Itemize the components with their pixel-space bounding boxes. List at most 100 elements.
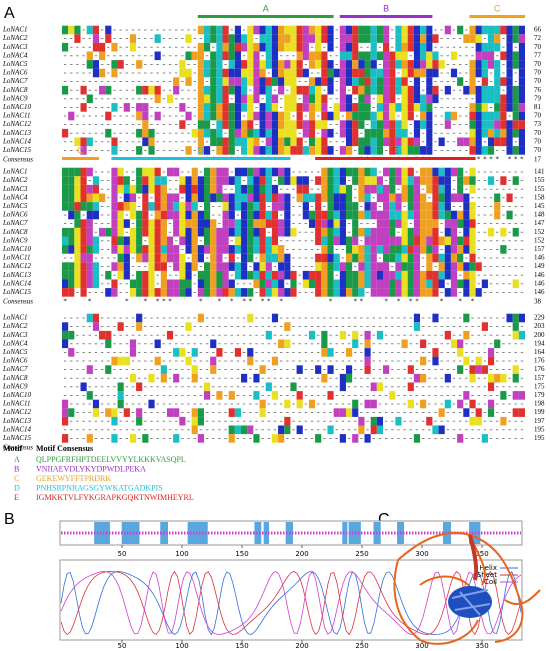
residue-gap: [175, 46, 178, 48]
residue: [271, 128, 279, 138]
residue: [487, 227, 495, 237]
residue-gap: [458, 89, 462, 91]
residue: [413, 184, 421, 194]
residue: [518, 42, 525, 52]
residue: [166, 236, 174, 246]
residue: [469, 77, 476, 86]
residue-gap: [144, 55, 147, 57]
residue-gap: [88, 386, 91, 388]
residue: [111, 202, 118, 211]
residue-gap: [255, 386, 258, 388]
residue: [296, 85, 303, 95]
residue: [475, 128, 482, 138]
residue: [154, 51, 161, 61]
residue: [401, 219, 408, 228]
residue-gap: [199, 206, 203, 207]
residue-gap: [372, 352, 375, 353]
residue-gap: [316, 326, 320, 327]
residue: [345, 202, 353, 211]
residue: [105, 330, 112, 340]
residue-gap: [150, 395, 153, 396]
motif-letter: A: [263, 3, 269, 13]
residue: [241, 425, 248, 435]
residue-gap: [440, 249, 443, 250]
residue-gap: [230, 334, 233, 336]
residue-gap: [100, 257, 104, 259]
residue-gap: [354, 395, 357, 396]
residue: [228, 288, 235, 297]
residue: [438, 270, 445, 280]
residue-gap: [70, 343, 73, 345]
residue-gap: [520, 214, 524, 216]
residue-gap: [446, 150, 450, 151]
residue-gap: [242, 395, 246, 396]
residue-gap: [156, 438, 159, 439]
sequence-name: LoNAC9: [2, 382, 28, 390]
residue: [383, 365, 390, 374]
residue: [339, 51, 346, 61]
residue-gap: [131, 274, 135, 276]
residue-gap: [113, 257, 116, 259]
residue: [512, 408, 519, 417]
residue-gap: [144, 403, 147, 405]
residue: [345, 68, 353, 78]
residue: [86, 245, 93, 254]
residue-gap: [354, 377, 357, 379]
residue: [160, 270, 167, 280]
residue-gap: [465, 124, 468, 125]
residue: [475, 111, 482, 121]
residue-gap: [292, 214, 295, 216]
residue: [117, 322, 124, 331]
residue-gap: [292, 429, 295, 431]
residue-gap: [329, 107, 332, 108]
residue: [518, 408, 525, 417]
residue-gap: [465, 429, 468, 431]
residue-gap: [378, 438, 382, 439]
residue-gap: [310, 377, 314, 379]
residue: [247, 313, 254, 323]
residue: [265, 60, 272, 69]
residue-gap: [193, 89, 196, 91]
residue: [321, 227, 328, 237]
residue: [327, 25, 334, 35]
residue: [296, 399, 303, 409]
residue: [487, 34, 495, 43]
residue-gap: [421, 412, 425, 413]
residue: [315, 103, 322, 112]
residue-gap: [483, 257, 487, 259]
residue-gap: [347, 89, 351, 91]
residue: [210, 68, 217, 78]
residue: [259, 103, 266, 112]
residue-gap: [360, 46, 363, 48]
residue-gap: [236, 386, 240, 388]
residue: [253, 176, 260, 185]
residue: [383, 42, 390, 52]
residue: [265, 279, 272, 289]
residue-gap: [440, 72, 443, 74]
residue: [111, 146, 118, 155]
residue: [74, 25, 81, 35]
residue: [173, 202, 180, 211]
residue: [339, 193, 346, 203]
residue: [401, 279, 408, 289]
residue: [62, 339, 69, 349]
residue-gap: [508, 274, 511, 276]
residue: [413, 373, 421, 383]
sequence-name: LoNAC3: [2, 43, 28, 51]
residue: [74, 202, 81, 211]
motif-id: B: [14, 464, 19, 473]
residue: [370, 51, 377, 61]
residue: [216, 34, 223, 43]
residue: [339, 34, 346, 43]
residue: [111, 184, 118, 194]
residue-gap: [286, 438, 289, 439]
panel-label: B: [4, 511, 15, 528]
residue: [370, 288, 377, 297]
residue: [80, 382, 87, 392]
residue-gap: [168, 231, 172, 233]
residue: [259, 34, 266, 43]
residue: [216, 128, 223, 138]
residue-gap: [434, 115, 437, 117]
residue-gap: [82, 352, 85, 353]
residue: [370, 227, 377, 237]
